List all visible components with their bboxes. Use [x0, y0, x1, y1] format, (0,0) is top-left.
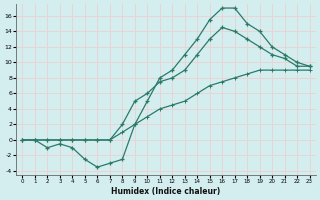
X-axis label: Humidex (Indice chaleur): Humidex (Indice chaleur) [111, 187, 221, 196]
